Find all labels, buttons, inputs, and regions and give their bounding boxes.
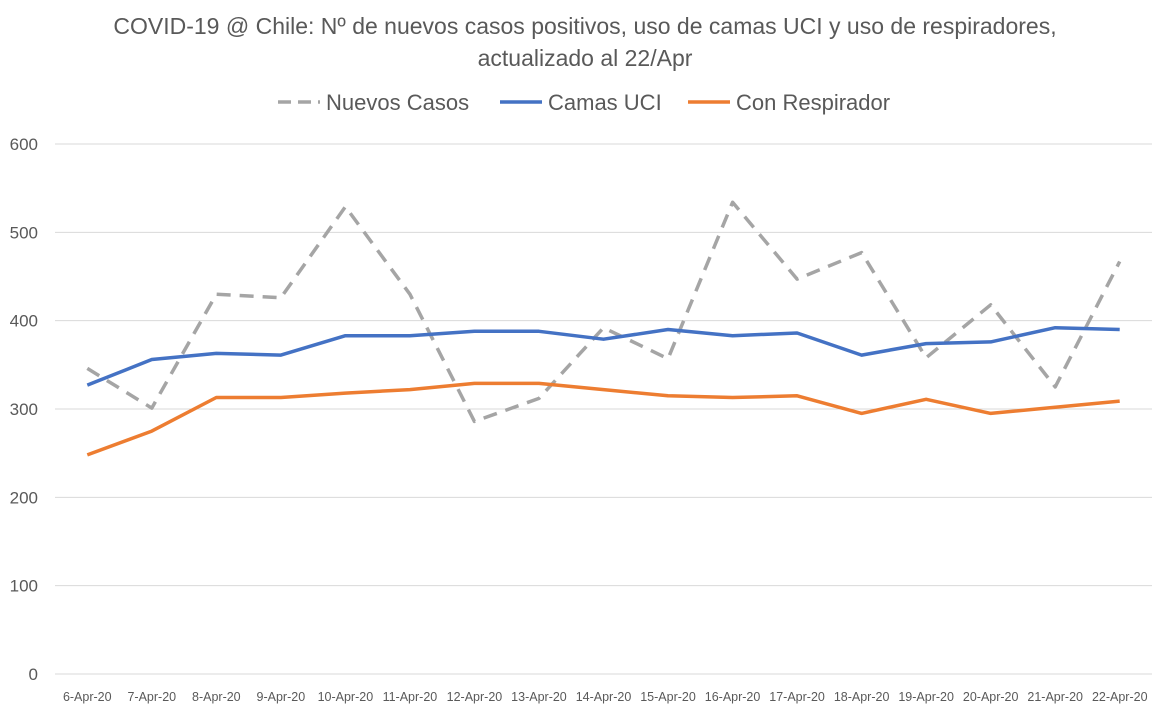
x-tick-label: 16-Apr-20 [705,690,761,704]
gridlines [55,143,1152,675]
series-line-camas-uci [86,325,1120,387]
x-tick-label: 19-Apr-20 [898,690,954,704]
chart-title: COVID-19 @ Chile: Nº de nuevos casos pos… [113,13,1056,39]
legend-label: Camas UCI [548,90,662,115]
y-tick-label: 0 [29,665,38,684]
x-tick-label: 11-Apr-20 [383,690,438,704]
y-tick-label: 600 [10,135,38,154]
y-tick-label: 300 [10,400,38,419]
x-tick-label: 20-Apr-20 [963,690,1019,704]
series-lines [86,200,1122,457]
x-tick-label: 14-Apr-20 [576,690,632,704]
x-tick-label: 18-Apr-20 [834,690,890,704]
x-tick-label: 15-Apr-20 [640,690,696,704]
x-tick-label: 12-Apr-20 [447,690,503,704]
x-tick-label: 22-Apr-20 [1092,690,1148,704]
legend: Nuevos Casos Camas UCI Con Respirador [278,90,890,115]
x-tick-label: 6-Apr-20 [63,690,112,704]
x-tick-label: 13-Apr-20 [511,690,567,704]
y-tick-label: 400 [10,312,38,331]
x-tick-label: 8-Apr-20 [192,690,241,704]
x-axis-ticks: 6-Apr-20 7-Apr-20 8-Apr-20 9-Apr-20 10-Apr-2… [63,690,1148,704]
x-tick-label: 21-Apr-20 [1027,690,1083,704]
y-tick-label: 100 [10,577,38,596]
x-tick-label: 9-Apr-20 [257,690,306,704]
y-tick-label: 200 [10,488,38,507]
legend-label: Nuevos Casos [326,90,469,115]
x-tick-label: 7-Apr-20 [127,690,176,704]
y-tick-label: 500 [10,223,38,242]
series-line-con-respirador [86,381,1120,457]
chart-subtitle: actualizado al 22/Apr [478,45,693,71]
x-tick-label: 10-Apr-20 [318,690,374,704]
legend-label: Con Respirador [736,90,890,115]
y-axis-ticks: 0 100 200 300 400 500 600 [10,135,38,684]
x-tick-label: 17-Apr-20 [769,690,825,704]
series-line-nuevos-casos [86,200,1122,424]
